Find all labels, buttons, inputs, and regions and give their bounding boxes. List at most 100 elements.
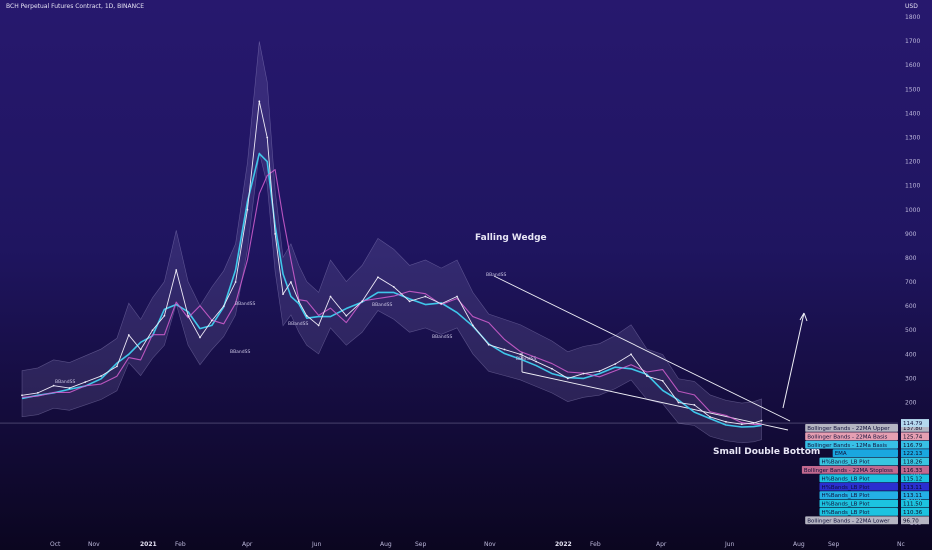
badge-value-bg: [901, 457, 929, 466]
price-point: [290, 281, 292, 283]
bollinger-band: [21, 41, 762, 444]
badge-label: H%Bands_LB Plot: [822, 485, 871, 491]
price-series: [21, 100, 763, 428]
badge-value-bg: [901, 449, 929, 457]
price-point: [503, 348, 506, 351]
price-point: [566, 377, 569, 380]
y-tick-label: 1200: [905, 159, 920, 166]
price-point: [127, 334, 130, 336]
signal-label: BBandSS: [55, 379, 75, 385]
signal-label: BBandSS: [230, 349, 250, 355]
badge-label: H%Bands_LB Plot: [822, 510, 871, 516]
last-price-value: 114.79: [903, 421, 923, 427]
y-tick-label: 600: [905, 303, 917, 310]
y-tick-label: 1800: [905, 14, 920, 21]
price-point: [408, 300, 411, 303]
price-point: [210, 319, 213, 322]
x-tick-label: Aug: [793, 541, 805, 548]
badge-value: 113.11: [903, 485, 922, 491]
price-point: [222, 305, 225, 308]
price-point: [752, 422, 755, 424]
price-point: [246, 208, 249, 211]
badge-label: H%Bands_LB Plot: [822, 476, 871, 482]
price-point: [760, 419, 763, 422]
badge-label-bg: [805, 432, 898, 441]
badge-label: H%Bands_LB Plot: [822, 460, 871, 466]
price-point: [392, 285, 395, 288]
price-point: [551, 367, 553, 370]
price-point: [345, 314, 348, 317]
badge-value-bg: [901, 424, 929, 432]
wedge-lower-line: [521, 371, 789, 431]
signal-label: BBandSS: [432, 334, 452, 340]
price-point: [282, 293, 284, 295]
badge-value: 96.70: [903, 518, 919, 524]
price-point: [740, 423, 743, 426]
band-fill: [21, 41, 762, 444]
pattern-label: Falling Wedge: [475, 233, 547, 243]
badge-label: Bollinger Bands - 22MA Stoploss: [804, 468, 893, 474]
badge-label: Bollinger Bands - 22MA Basis: [807, 434, 887, 440]
badge-value-bg: [901, 499, 929, 508]
x-tick-label: Sep: [828, 541, 840, 548]
price-point: [519, 353, 522, 356]
badge-value-bg: [901, 482, 929, 491]
y-tick-label: −200: [905, 496, 922, 503]
price-point: [424, 295, 427, 298]
price-point: [258, 100, 261, 103]
x-tick-label: Feb: [175, 541, 186, 548]
y-tick-label: 300: [905, 375, 917, 382]
badge-label-bg: [819, 474, 898, 483]
price-point: [377, 276, 379, 279]
badge-value: 116.79: [903, 443, 923, 449]
price-point: [677, 401, 680, 404]
badge-value-bg: [901, 440, 929, 449]
badge-value-bg: [901, 508, 929, 516]
badge-value-bg: [901, 491, 929, 499]
badge-label: Bollinger Bands - 12Ma Basis: [807, 443, 887, 449]
y-tick-label: 1500: [905, 86, 920, 93]
x-tick-label: Apr: [242, 541, 253, 548]
price-point: [630, 353, 632, 356]
price-point: [175, 269, 178, 271]
price-point: [116, 365, 118, 368]
price-point: [614, 363, 617, 365]
badge-label-bg: [819, 491, 898, 499]
y-tick-label: 1000: [905, 207, 920, 214]
badge-label: H%Bands_LB Plot: [822, 493, 871, 499]
price-point: [234, 281, 237, 283]
price-point: [645, 375, 648, 377]
x-tick-label: Sep: [415, 541, 427, 548]
wedge-upper-line: [493, 275, 791, 422]
y-tick-label: 900: [905, 231, 917, 238]
price-point: [471, 324, 474, 327]
price-point: [297, 300, 300, 303]
badge-value-bg: [901, 474, 929, 483]
x-tick-label: Nov: [88, 541, 100, 548]
badge-value: 137.80: [903, 426, 923, 432]
badge-value: 118.26: [903, 460, 923, 466]
badge-value: 122.13: [903, 451, 923, 457]
y-tick-label: 1600: [905, 62, 920, 69]
price-point: [440, 302, 443, 305]
signal-label: BBandSS: [288, 321, 308, 327]
arrow-head: [799, 312, 808, 322]
price-point: [582, 372, 585, 375]
x-tick-label: Oct: [50, 541, 61, 548]
badge-value: 116.33: [903, 468, 923, 474]
price-point: [535, 360, 538, 363]
badge-label-bg: [801, 466, 898, 474]
badge-label-bg: [819, 508, 898, 516]
badge-label-bg: [805, 424, 898, 432]
badge-label: H%Bands_LB Plot: [822, 502, 871, 508]
price-point: [598, 370, 601, 373]
price-point: [52, 384, 55, 387]
x-tick-label: Apr: [656, 541, 667, 548]
price-point: [274, 232, 277, 235]
price-point: [163, 314, 166, 317]
price-point: [693, 404, 696, 406]
signal-label: BBandSS: [235, 301, 255, 307]
annotations: Falling Wedge Small Double Bottom BBandSS B…: [55, 233, 820, 457]
arrow-shaft: [782, 312, 805, 409]
